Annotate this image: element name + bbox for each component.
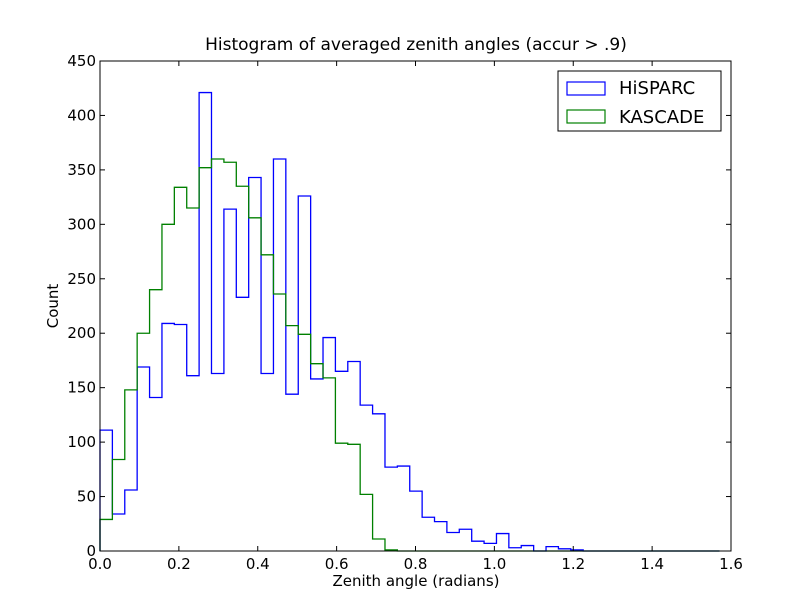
y-tick-label: 50 (77, 488, 96, 506)
y-axis-label: Count (44, 284, 62, 329)
series-layer (99, 91, 720, 552)
x-tick-label: 0.2 (167, 555, 191, 573)
x-tick-label: 1.4 (640, 555, 664, 573)
x-tick-label: 1.2 (561, 555, 585, 573)
legend-swatch-hisparc (566, 81, 606, 96)
y-axis-ticks: 0 50 100 150 200 250 300 350 400 450 (67, 52, 731, 560)
x-tick-label: 0.4 (246, 555, 270, 573)
legend: HiSPARC KASCADE (557, 70, 722, 132)
x-tick-label: 0.8 (404, 555, 428, 573)
y-tick-label: 100 (67, 433, 96, 451)
x-tick-label: 0.0 (88, 555, 112, 573)
chart-title: Histogram of averaged zenith angles (acc… (205, 35, 627, 55)
legend-box (557, 70, 722, 132)
y-tick-label: 450 (67, 52, 96, 70)
y-tick-label: 300 (67, 215, 96, 233)
legend-label-hisparc: HiSPARC (619, 78, 695, 99)
y-tick-label: 200 (67, 324, 96, 342)
x-axis-label: Zenith angle (radians) (333, 572, 500, 590)
y-tick-label: 0 (86, 542, 96, 560)
y-tick-label: 250 (67, 270, 96, 288)
x-tick-label: 0.6 (325, 555, 349, 573)
x-axis-ticks: 0.0 0.2 0.4 0.6 0.8 1.0 1.2 1.4 1.6 (88, 61, 743, 573)
legend-label-kascade: KASCADE (619, 107, 704, 128)
plot-frame (99, 60, 732, 552)
y-tick-label: 350 (67, 161, 96, 179)
y-tick-label: 400 (67, 106, 96, 124)
x-tick-label: 1.6 (719, 555, 743, 573)
histogram-series-kascade (99, 158, 720, 552)
legend-swatch-kascade (566, 109, 606, 124)
x-tick-label: 1.0 (482, 555, 506, 573)
y-tick-label: 150 (67, 379, 96, 397)
histogram-series-hisparc (99, 91, 720, 552)
